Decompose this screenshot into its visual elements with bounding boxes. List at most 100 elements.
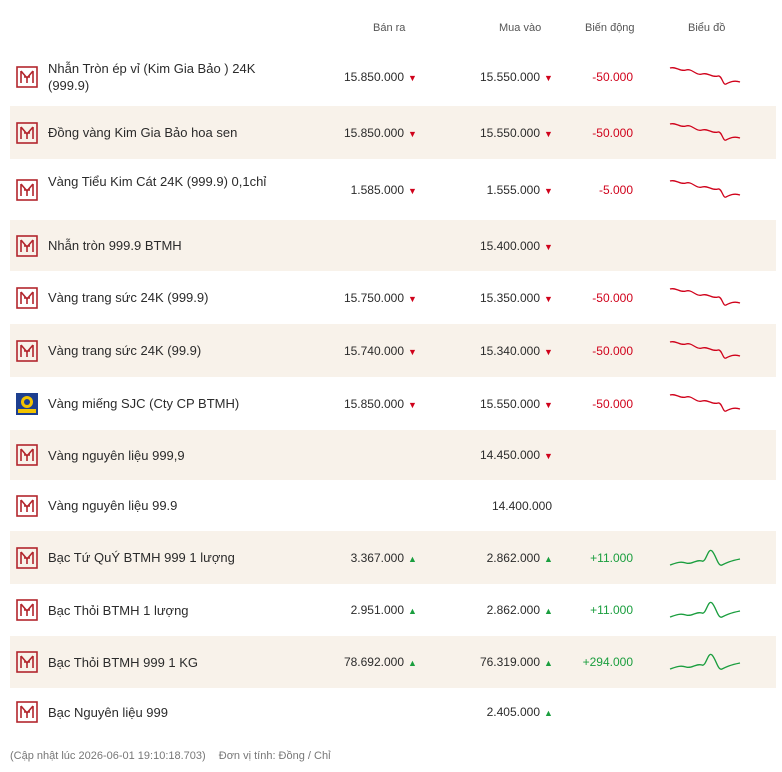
sparkline-chart[interactable] (668, 389, 744, 419)
arrow-down-icon: ▼ (408, 128, 417, 139)
table-row[interactable]: Vàng Tiểu Kim Cát 24K (999.9) 0,1chỉ 1.58… (10, 159, 776, 220)
header-sell: Bán ra (373, 22, 406, 34)
buy-price: 15.350.000 ▼ (479, 290, 553, 305)
btmh-logo-icon (16, 701, 38, 723)
product-name: Bạc Thỏi BTMH 999 1 KG (48, 654, 199, 670)
arrow-up-icon: ▲ (544, 708, 553, 718)
buy-price: 76.319.000 ▲ (479, 655, 553, 669)
header-chart: Biểu đồ (688, 22, 726, 34)
arrow-down-icon: ▼ (408, 293, 417, 304)
price-change: +294.000 (582, 655, 633, 669)
product-name: Bạc Nguyên liệu 999 (48, 704, 168, 720)
buy-price: 14.450.000 ▼ (479, 448, 553, 462)
product-name: Nhẫn Tròn ép vỉ (Kim Gia Bảo ) 24K (999.… (48, 61, 256, 93)
buy-price: 2.862.000 ▲ (486, 603, 553, 617)
arrow-down-icon: ▼ (544, 346, 553, 357)
arrow-up-icon: ▲ (544, 658, 553, 668)
table-row[interactable]: Nhẫn Tròn ép vỉ (Kim Gia Bảo ) 24K (999.… (10, 48, 776, 106)
btmh-logo-icon (16, 66, 38, 88)
table-row[interactable]: Vàng trang sức 24K (999.9) 15.750.000 ▼ 15.… (10, 271, 776, 324)
arrow-down-icon: ▼ (544, 241, 553, 252)
price-change: +11.000 (590, 603, 633, 617)
table-row[interactable]: Bạc Thỏi BTMH 999 1 KG 78.692.000 ▲ 76.319.… (10, 636, 776, 688)
arrow-down-icon: ▼ (408, 73, 417, 83)
buy-price: 14.400.000 (491, 498, 552, 513)
table-row[interactable]: Bạc Thỏi BTMH 1 lượng 2.951.000 ▲ 2.862.000… (10, 584, 776, 636)
btmh-logo-icon (16, 546, 38, 569)
sell-price: 2.951.000 ▲ (350, 603, 417, 617)
btmh-logo-icon (16, 178, 38, 201)
table-header: Bán ra Mua vào Biến động Biểu đồ (0, 0, 782, 48)
table-row[interactable]: Vàng nguyên liệu 999,9 14.450.000 ▼ (10, 430, 776, 480)
sparkline-chart[interactable] (668, 595, 744, 625)
table-footer: (Cập nhật lúc 2026-06-01 19:10:18.703) Đ… (10, 750, 331, 762)
price-change: -50.000 (592, 125, 633, 140)
sparkline-chart[interactable] (668, 647, 744, 677)
header-buy: Mua vào (499, 22, 542, 34)
arrow-down-icon: ▼ (408, 399, 417, 410)
arrow-up-icon: ▲ (544, 553, 553, 564)
sell-price: 15.850.000 ▼ (343, 70, 417, 84)
arrow-down-icon: ▼ (544, 73, 553, 83)
product-name: Vàng nguyên liệu 99.9 (48, 498, 178, 513)
arrow-down-icon: ▼ (544, 185, 553, 196)
update-time: (Cập nhật lúc 2026-06-01 19:10:18.703) (10, 750, 206, 762)
arrow-down-icon: ▼ (544, 451, 553, 461)
unit-label: Đơn vị tính: Đồng / Chỉ (218, 750, 331, 762)
product-name: Vàng Tiểu Kim Cát 24K (999.9) 0,1chỉ (48, 173, 267, 189)
sparkline-chart[interactable] (668, 62, 744, 92)
arrow-down-icon: ▼ (544, 399, 553, 410)
arrow-down-icon: ▼ (408, 346, 417, 357)
buy-price: 15.400.000 ▼ (479, 238, 553, 253)
sell-price: 78.692.000 ▲ (343, 655, 417, 669)
price-change: -5.000 (598, 182, 633, 197)
product-name: Bạc Thỏi BTMH 1 lượng (48, 602, 189, 618)
sell-price: 15.740.000 ▼ (343, 343, 417, 358)
table-row[interactable]: Bạc Tứ QuÝ BTMH 999 1 lượng 3.367.000 ▲ 2.8… (10, 531, 776, 584)
btmh-logo-icon (16, 121, 38, 144)
price-rows: Nhẫn Tròn ép vỉ (Kim Gia Bảo ) 24K (999.… (10, 48, 776, 736)
table-row[interactable]: Bạc Nguyên liệu 999 2.405.000 ▲ (10, 688, 776, 736)
btmh-logo-icon (16, 286, 38, 309)
buy-price: 15.550.000 ▼ (479, 396, 553, 411)
sparkline-chart[interactable] (668, 336, 744, 366)
header-change: Biến động (585, 22, 635, 34)
sell-price: 15.750.000 ▼ (343, 290, 417, 305)
btmh-logo-icon (16, 444, 38, 466)
sparkline-chart[interactable] (668, 118, 744, 148)
product-name: Vàng trang sức 24K (999.9) (48, 290, 209, 305)
table-row[interactable]: Vàng nguyên liệu 99.9 14.400.000 (10, 480, 776, 531)
price-change: +11.000 (590, 550, 633, 565)
btmh-logo-icon (16, 234, 38, 257)
btmh-logo-icon (16, 599, 38, 621)
arrow-up-icon: ▲ (408, 606, 417, 616)
btmh-logo-icon (16, 651, 38, 673)
arrow-up-icon: ▲ (544, 606, 553, 616)
price-change: -50.000 (592, 396, 633, 411)
buy-price: 15.550.000 ▼ (479, 70, 553, 84)
buy-price: 15.550.000 ▼ (479, 125, 553, 140)
sell-price: 3.367.000 ▲ (350, 550, 417, 565)
sparkline-chart[interactable] (668, 543, 744, 573)
price-change: -50.000 (592, 290, 633, 305)
sparkline-chart[interactable] (668, 283, 744, 313)
arrow-up-icon: ▲ (408, 658, 417, 668)
buy-price: 2.862.000 ▲ (486, 550, 553, 565)
sparkline-chart[interactable] (668, 175, 744, 205)
btmh-logo-icon (16, 494, 38, 517)
arrow-down-icon: ▼ (544, 128, 553, 139)
sell-price: 1.585.000 ▼ (350, 182, 417, 197)
price-change: -50.000 (592, 70, 633, 84)
product-name: Nhẫn tròn 999.9 BTMH (48, 238, 182, 253)
product-name: Đồng vàng Kim Gia Bảo hoa sen (48, 125, 238, 140)
sell-price: 15.850.000 ▼ (343, 125, 417, 140)
arrow-down-icon: ▼ (544, 293, 553, 304)
table-row[interactable]: Vàng miếng SJC (Cty CP BTMH) 15.850.000 ▼ 1… (10, 377, 776, 430)
table-row[interactable]: Vàng trang sức 24K (99.9) 15.740.000 ▼ 15.3… (10, 324, 776, 377)
buy-price: 1.555.000 ▼ (486, 182, 553, 197)
table-row[interactable]: Nhẫn tròn 999.9 BTMH 15.400.000 ▼ (10, 220, 776, 271)
sjc-logo-icon (16, 392, 38, 415)
table-row[interactable]: Đồng vàng Kim Gia Bảo hoa sen 15.850.000 ▼… (10, 106, 776, 159)
price-change: -50.000 (592, 343, 633, 358)
